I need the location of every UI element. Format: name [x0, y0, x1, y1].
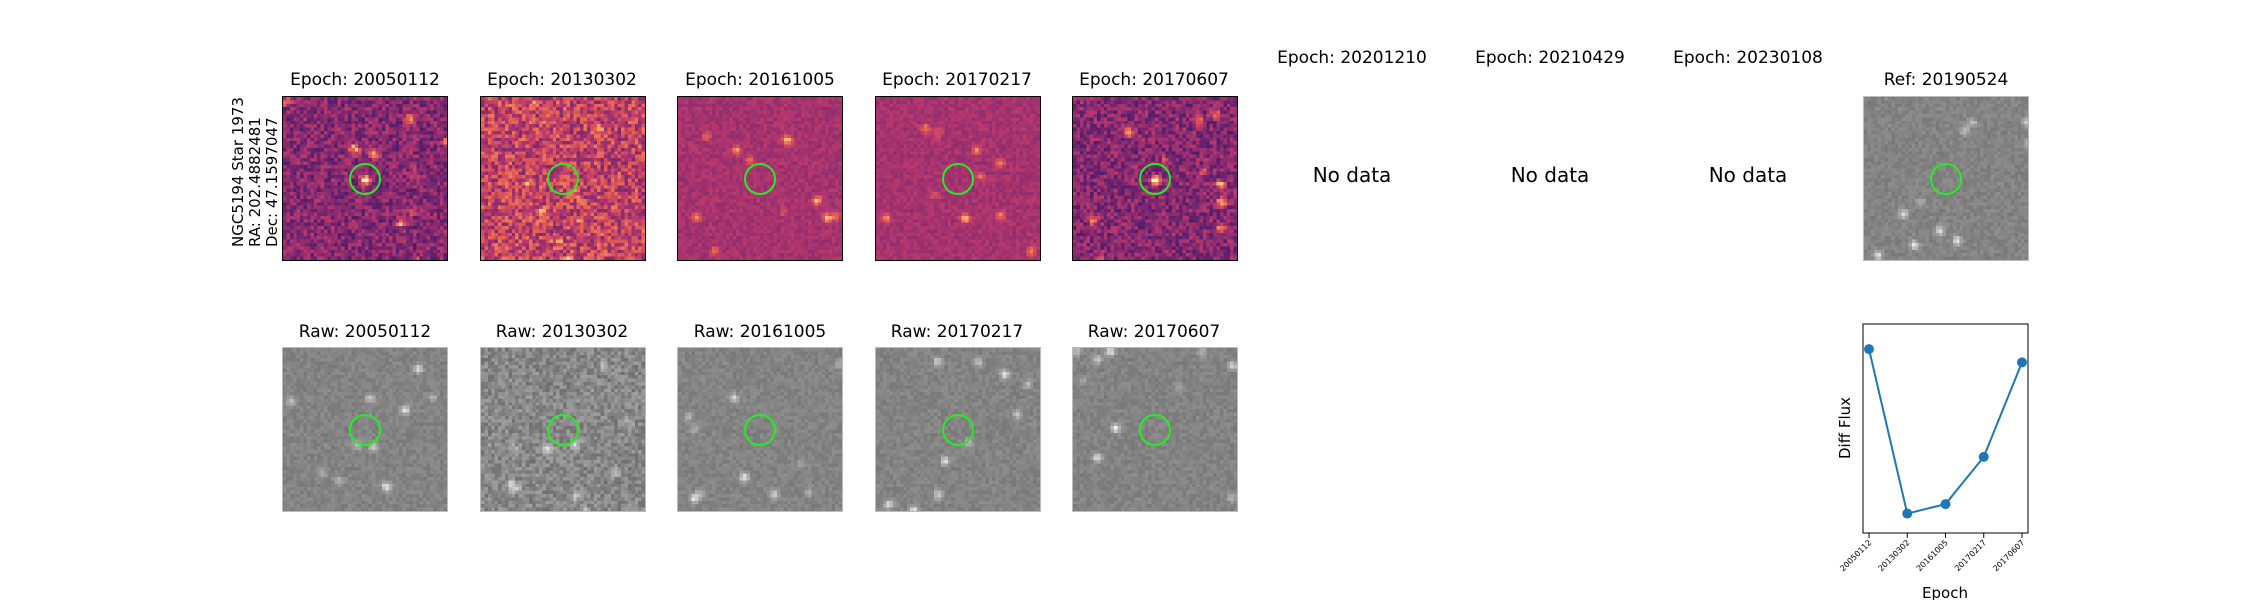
target-ring — [547, 162, 579, 195]
reference-title: Ref: 20190524 — [1883, 70, 2009, 90]
target-ring — [744, 413, 776, 446]
target-ring — [349, 413, 381, 446]
target-ring — [942, 413, 974, 446]
target-ring — [349, 162, 381, 195]
diff-title-5: Epoch: 20201210 — [1277, 48, 1427, 68]
data-point — [1902, 508, 1913, 519]
target-ring — [1139, 413, 1171, 446]
diff-title-1: Epoch: 20130302 — [487, 70, 637, 90]
x-tick-label: 20170217 — [1953, 538, 1988, 573]
series-line — [1868, 348, 2023, 515]
diff-title-0: Epoch: 20050112 — [290, 70, 440, 90]
raw-title-1: Raw: 20130302 — [495, 322, 629, 342]
diff-flux-chart: 20050112 20130302 20161005 20170217 20170607… — [1836, 323, 2029, 600]
target-ring — [547, 413, 579, 446]
target-ring — [1139, 162, 1171, 195]
raw-image-2 — [677, 347, 843, 512]
data-point — [2017, 357, 2027, 368]
x-tick-label: 20130302 — [1877, 538, 1912, 573]
diff-image-4 — [1072, 96, 1238, 261]
diff-image-3 — [875, 96, 1041, 261]
reference-image — [1863, 96, 2029, 261]
raw-image-4 — [1072, 347, 1238, 512]
data-point — [1940, 499, 1951, 510]
target-ring — [744, 162, 776, 195]
diff-title-3: Epoch: 20170217 — [882, 70, 1032, 90]
raw-title-4: Raw: 20170607 — [1087, 322, 1221, 342]
target-name: NGC5194 Star 1973 — [229, 97, 247, 247]
x-tick-label: 20161005 — [1915, 538, 1950, 573]
raw-image-0 — [282, 347, 448, 512]
raw-title-2: Raw: 20161005 — [693, 322, 827, 342]
raw-image-1 — [480, 347, 646, 512]
data-point — [1864, 344, 1874, 355]
target-dec: Dec: 47.1597047 — [263, 117, 281, 247]
x-tick-label: 20050112 — [1838, 538, 1873, 573]
x-axis-label: Epoch — [1922, 584, 1968, 600]
no-data-label-6: No data — [1510, 163, 1590, 187]
no-data-label-7: No data — [1708, 163, 1788, 187]
data-point — [1978, 451, 1989, 462]
diff-image-1 — [480, 96, 646, 261]
x-tick-label: 20170607 — [1991, 538, 2026, 573]
raw-title-0: Raw: 20050112 — [298, 322, 432, 342]
raw-title-3: Raw: 20170217 — [890, 322, 1024, 342]
diff-image-2 — [677, 96, 843, 261]
diff-title-4: Epoch: 20170607 — [1079, 70, 1229, 90]
raw-image-3 — [875, 347, 1041, 512]
diff-title-2: Epoch: 20161005 — [685, 70, 835, 90]
target-ring — [1930, 162, 1962, 195]
diff-image-0 — [282, 96, 448, 261]
y-axis-label: Diff Flux — [1836, 397, 1854, 459]
target-ring — [942, 162, 974, 195]
diff-title-7: Epoch: 20230108 — [1673, 48, 1823, 68]
target-ra: RA: 202.4882481 — [246, 117, 264, 247]
diff-title-6: Epoch: 20210429 — [1475, 48, 1625, 68]
no-data-label-5: No data — [1312, 163, 1392, 187]
